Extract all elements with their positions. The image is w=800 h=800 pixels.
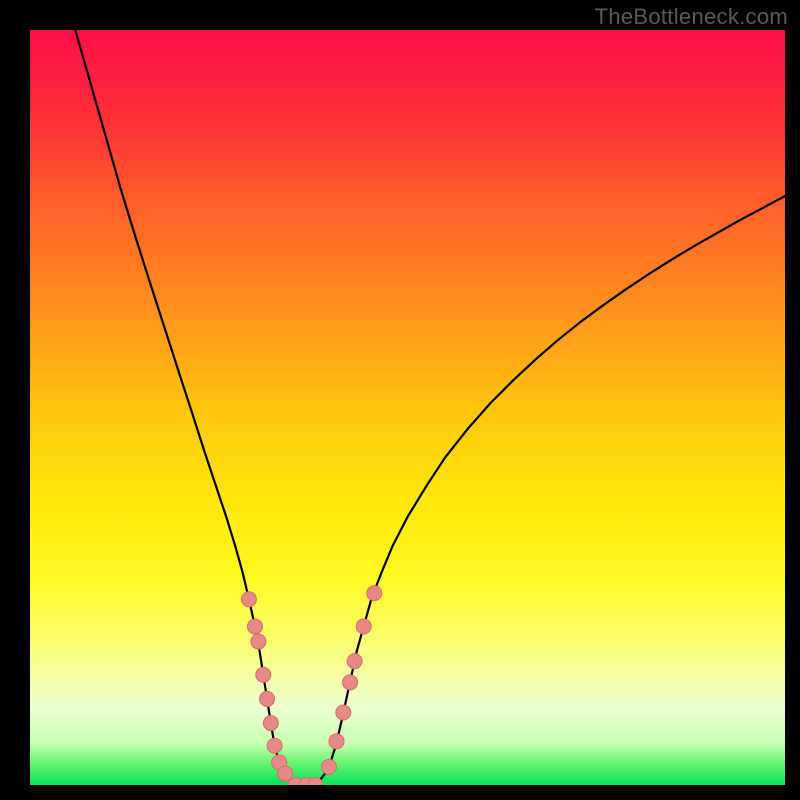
watermark-text: TheBottleneck.com <box>595 4 788 30</box>
bottleneck-chart <box>30 30 785 785</box>
chart-container <box>30 30 785 785</box>
